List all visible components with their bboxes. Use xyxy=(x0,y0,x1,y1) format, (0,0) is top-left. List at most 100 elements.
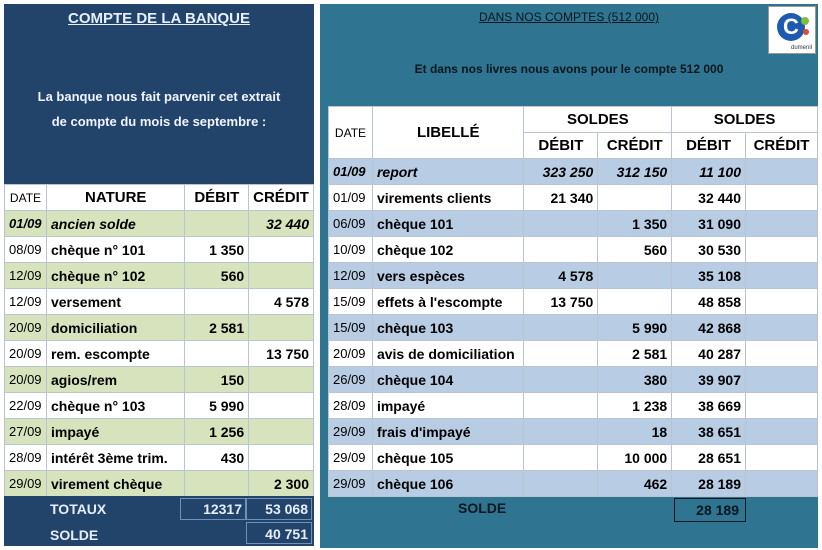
row-credit: 32 440 xyxy=(248,210,314,237)
ledger-solde-value: 28 189 xyxy=(674,498,746,522)
row-credit xyxy=(248,236,314,263)
table-row: 15/09 chèque 103 5 990 42 868 xyxy=(328,314,818,341)
logo-red-dot-icon xyxy=(803,29,809,35)
totals-debit-box xyxy=(180,498,246,520)
table-row: 12/09 chèque n° 102 560 xyxy=(4,262,314,289)
row-credit: 5 990 xyxy=(597,314,673,341)
row-debit: 430 xyxy=(184,444,250,471)
row-debit xyxy=(523,236,599,263)
row-date: 20/09 xyxy=(328,340,373,367)
row-balance-credit xyxy=(745,314,818,341)
column-header-soldes-balance: SOLDES xyxy=(671,106,818,133)
row-credit: 4 578 xyxy=(248,288,314,315)
row-debit: 323 250 xyxy=(523,158,599,185)
row-nature: virement chèque xyxy=(45,470,186,497)
row-debit: 2 581 xyxy=(184,314,250,341)
table-row: 15/09 effets à l'escompte 13 750 48 858 xyxy=(328,288,818,315)
table-row: 20/09 agios/rem 150 xyxy=(4,366,314,393)
row-date: 12/09 xyxy=(4,288,47,315)
row-date: 01/09 xyxy=(328,158,373,185)
row-balance-credit xyxy=(745,340,818,367)
row-debit xyxy=(523,418,599,445)
column-header-date: DATE xyxy=(328,106,373,159)
row-credit: 312 150 xyxy=(597,158,673,185)
table-row: 29/09 virement chèque 2 300 xyxy=(4,470,314,497)
row-balance-debit: 42 868 xyxy=(671,314,746,341)
row-debit xyxy=(523,392,599,419)
bank-statement-header: COMPTE DE LA BANQUE La banque nous fait … xyxy=(4,4,314,184)
row-balance-credit xyxy=(745,444,818,471)
row-debit xyxy=(184,470,250,497)
row-balance-credit xyxy=(745,418,818,445)
row-nature: versement xyxy=(45,288,186,315)
ledger-title: DANS NOS COMPTES (512 000) xyxy=(478,10,660,24)
row-credit xyxy=(248,314,314,341)
logo-brand-text: dumenil xyxy=(791,45,813,51)
row-balance-credit xyxy=(745,288,818,315)
bank-statement-description: La banque nous fait parvenir cet extrait… xyxy=(4,84,314,134)
bank-statement-title: COMPTE DE LA BANQUE xyxy=(68,10,250,27)
row-balance-debit: 38 669 xyxy=(671,392,746,419)
row-debit xyxy=(184,340,250,367)
row-libelle: vers espèces xyxy=(371,262,525,289)
row-date: 28/09 xyxy=(328,392,373,419)
row-credit: 2 581 xyxy=(597,340,673,367)
brand-logo: C dumenil xyxy=(768,6,816,54)
bank-statement-footer: TOTAUX 12317 53 068 SOLDE 40 751 xyxy=(4,496,314,546)
row-date: 01/09 xyxy=(4,210,47,237)
row-balance-debit: 11 100 xyxy=(671,158,746,185)
ledger-table: DATE LIBELLÉ SOLDES SOLDES DÉBIT CRÉDIT … xyxy=(328,106,818,497)
row-date: 27/09 xyxy=(4,418,47,445)
row-credit: 13 750 xyxy=(248,340,314,367)
table-row: 01/09 ancien solde 32 440 xyxy=(4,210,314,237)
row-balance-credit xyxy=(745,470,818,497)
row-balance-debit: 32 440 xyxy=(671,184,746,211)
table-row: 22/09 chèque n° 103 5 990 xyxy=(4,392,314,419)
row-date: 29/09 xyxy=(328,470,373,497)
row-credit: 560 xyxy=(597,236,673,263)
table-row: 12/09 versement 4 578 xyxy=(4,288,314,315)
row-balance-credit xyxy=(745,210,818,237)
row-date: 01/09 xyxy=(328,184,373,211)
row-nature: rem. escompte xyxy=(45,340,186,367)
table-row: 20/09 rem. escompte 13 750 xyxy=(4,340,314,367)
column-header-nature: NATURE xyxy=(45,184,186,211)
row-date: 15/09 xyxy=(328,314,373,341)
logo-letter: C xyxy=(777,13,805,41)
row-balance-credit xyxy=(745,158,818,185)
row-debit xyxy=(523,444,599,471)
row-credit xyxy=(597,288,673,315)
row-debit: 13 750 xyxy=(523,288,599,315)
table-header-row: DATE NATURE DÉBIT CRÉDIT xyxy=(4,184,314,211)
solde-box xyxy=(246,522,312,544)
row-date: 20/09 xyxy=(4,366,47,393)
column-header-libelle: LIBELLÉ xyxy=(371,106,525,159)
bank-statement-table: DATE NATURE DÉBIT CRÉDIT 01/09 ancien sol… xyxy=(4,184,314,497)
column-header-credit: CRÉDIT xyxy=(248,184,314,211)
row-date: 10/09 xyxy=(328,236,373,263)
row-balance-credit xyxy=(745,236,818,263)
row-debit xyxy=(523,470,599,497)
row-debit: 560 xyxy=(184,262,250,289)
row-balance-debit: 39 907 xyxy=(671,366,746,393)
row-balance-debit: 30 530 xyxy=(671,236,746,263)
column-header-balance-debit: DÉBIT xyxy=(671,132,746,159)
row-libelle: report xyxy=(371,158,525,185)
table-row: 27/09 impayé 1 256 xyxy=(4,418,314,445)
row-libelle: chèque 103 xyxy=(371,314,525,341)
table-header-row: DATE LIBELLÉ SOLDES SOLDES xyxy=(328,106,818,159)
row-libelle: chèque 104 xyxy=(371,366,525,393)
row-credit xyxy=(248,444,314,471)
description-line-2: de compte du mois de septembre : xyxy=(51,114,267,129)
row-debit xyxy=(523,210,599,237)
row-nature: impayé xyxy=(45,418,186,445)
solde-label: SOLDE xyxy=(50,527,99,543)
row-date: 29/09 xyxy=(328,418,373,445)
table-row: 12/09 vers espèces 4 578 35 108 xyxy=(328,262,818,289)
row-balance-debit: 35 108 xyxy=(671,262,746,289)
ledger-solde-label: SOLDE xyxy=(458,500,507,516)
row-debit xyxy=(184,210,250,237)
row-date: 26/09 xyxy=(328,366,373,393)
totals-debit-value: 12317 xyxy=(203,501,242,517)
row-credit: 1 350 xyxy=(597,210,673,237)
